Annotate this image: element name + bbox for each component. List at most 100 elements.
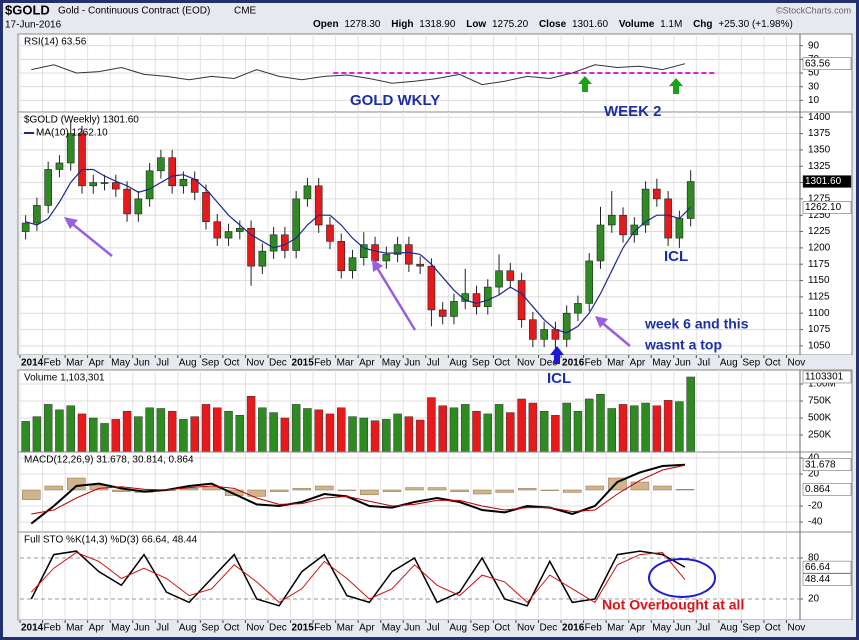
candle-body — [540, 329, 548, 340]
y-tick-label: 1225 — [808, 226, 831, 237]
candle-body — [607, 214, 616, 226]
x-tick-label: Nov — [787, 623, 805, 634]
value-box-label: 66.64 — [805, 562, 830, 573]
candle-body — [416, 263, 424, 267]
volume-bar — [122, 410, 132, 453]
candle-body — [21, 222, 30, 232]
volume-bar — [303, 408, 312, 453]
arrow-head — [372, 259, 383, 272]
x-tick-label: Jun — [404, 358, 420, 369]
candle-body — [112, 182, 120, 190]
volume-bar — [415, 419, 425, 453]
x-tick-label: Sep — [201, 623, 219, 634]
value-box-label: 48.44 — [805, 574, 830, 585]
panel — [17, 111, 853, 356]
value-box-label: 0.864 — [805, 484, 830, 495]
candle-body — [551, 329, 560, 340]
histogram-bar — [337, 489, 357, 491]
histogram-bar — [22, 489, 41, 500]
quote-label: High — [391, 19, 413, 30]
x-tick-label: 2016 — [562, 623, 585, 634]
annotation: wasnt a top — [644, 337, 722, 353]
histogram-bar — [292, 488, 312, 491]
volume-bar — [438, 405, 447, 453]
y-tick-label: -40 — [808, 517, 823, 528]
candle-body — [359, 244, 368, 258]
y-tick-label: 90 — [808, 40, 820, 51]
x-tick-label: Jun — [404, 623, 420, 634]
candle-body — [303, 185, 312, 200]
candle-body — [247, 227, 255, 267]
annotation: WEEK 2 — [604, 103, 662, 120]
candle-body — [562, 312, 571, 340]
value-box — [802, 175, 852, 188]
x-tick-label: Jul — [427, 358, 440, 369]
candle-body — [585, 260, 594, 304]
candle-body — [168, 157, 176, 187]
annotation: ICL — [664, 248, 688, 265]
histogram-bar — [360, 489, 379, 496]
quote-label: Chg — [693, 19, 712, 30]
candle-body — [100, 182, 109, 184]
x-tick-label: Jun — [134, 623, 150, 634]
green-arrow — [669, 78, 683, 94]
volume-bar — [483, 413, 493, 453]
x-tick-label: Aug — [179, 358, 197, 369]
volume-bar — [167, 410, 177, 453]
volume-bar — [573, 410, 583, 453]
header: $GOLD Gold - Continuous Contract (EOD) C… — [5, 2, 851, 30]
volume-bar — [134, 416, 143, 453]
volume-bar — [224, 410, 233, 453]
volume-bar — [675, 401, 684, 453]
x-tick-label: Aug — [720, 623, 738, 634]
y-tick-label: 1325 — [808, 161, 831, 172]
y-tick-label: 30 — [808, 81, 820, 92]
y-tick-label: 20 — [808, 469, 820, 480]
moving-average — [25, 168, 692, 334]
panel-title: Full STO %K(14,3) %D(3) 66.64, 48.44 — [24, 535, 198, 546]
candle-body — [78, 133, 86, 187]
x-tick-label: Apr — [630, 623, 646, 634]
x-tick-label: Oct — [765, 623, 781, 634]
x-tick-label: Aug — [449, 358, 467, 369]
x-tick-label: Aug — [179, 623, 197, 634]
candle-body — [145, 170, 154, 200]
histogram-bar — [224, 489, 244, 496]
x-tick-label: 2015 — [292, 358, 315, 369]
candle-body — [675, 218, 684, 239]
candle-body — [314, 185, 323, 226]
y-tick-label: -20 — [808, 501, 823, 512]
quote-value: 1275.20 — [492, 19, 529, 30]
candle-body — [664, 198, 672, 239]
y-tick-label: 1150 — [808, 275, 830, 286]
x-tick-label: Mar — [337, 623, 355, 634]
exchange: CME — [234, 6, 257, 17]
volume-bar — [190, 416, 199, 453]
y-tick-label: 1275 — [808, 194, 831, 205]
x-tick-label: Jun — [675, 623, 691, 634]
x-tick-label: Feb — [585, 623, 603, 634]
histogram-bar — [67, 477, 86, 491]
volume-bar — [686, 376, 695, 453]
x-tick-label: May — [652, 358, 671, 369]
x-tick-label: Apr — [359, 623, 375, 634]
x-tick-label: Mar — [66, 358, 84, 369]
histogram-bar — [563, 489, 582, 493]
arrow-head — [64, 217, 78, 229]
candle-body — [179, 178, 188, 187]
value-box — [802, 458, 852, 471]
candle-body — [224, 231, 233, 239]
volume-bar — [449, 407, 459, 453]
candle-body — [44, 169, 52, 206]
volume-bar — [607, 408, 617, 453]
histogram-bar — [247, 489, 266, 497]
x-tick-label: May — [111, 358, 130, 369]
value-box-label: 31.678 — [805, 459, 836, 470]
candle-body — [337, 241, 346, 272]
volume-bar — [336, 407, 346, 453]
symbol: $GOLD — [5, 2, 50, 17]
x-tick-label: Mar — [66, 623, 84, 634]
x-tick-label: Nov — [517, 623, 535, 634]
y-tick-label: 10 — [808, 95, 820, 106]
x-tick-label: Feb — [44, 358, 62, 369]
